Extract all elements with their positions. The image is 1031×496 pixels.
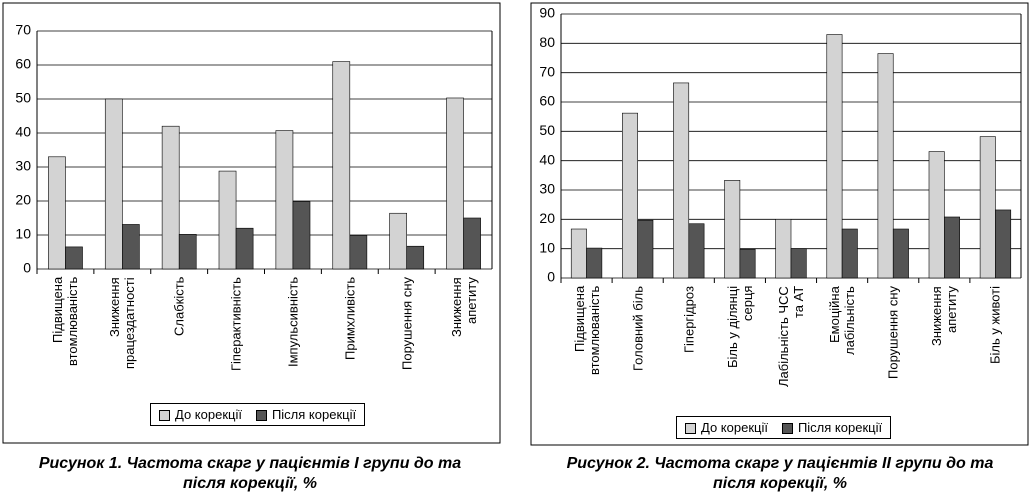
y-tick-label: 30: [539, 181, 555, 197]
chart-title: Рисунок 1. Частота скарг у пацієнтів I г…: [38, 455, 462, 492]
y-tick-label: 70: [15, 22, 31, 38]
y-tick-label: 40: [539, 151, 555, 167]
y-tick-label: 70: [539, 63, 555, 79]
legend-label: Після корекції: [271, 407, 357, 422]
legend-item: До корекції: [159, 407, 242, 422]
x-tick-label: Біль у ділянці серця: [724, 286, 755, 369]
bar: [48, 156, 66, 270]
x-tick-label: Зниження апетиту: [448, 277, 479, 337]
legend-label: Після корекції: [797, 420, 883, 435]
bar: [178, 234, 197, 270]
bar: [688, 223, 705, 279]
legend: До корекції Після корекції: [150, 403, 366, 426]
legend-label: До корекції: [701, 420, 768, 435]
y-tick-label: 80: [539, 34, 555, 50]
y-tick-label: 20: [539, 210, 555, 226]
y-tick-label: 40: [15, 124, 31, 140]
x-tick-label: Підвищена втомлюваність: [50, 277, 81, 367]
y-tick-label: 60: [15, 56, 31, 72]
bar: [104, 98, 123, 270]
bar: [122, 224, 140, 270]
legend-item: До корекції: [685, 420, 768, 435]
chart-frame: [530, 2, 1029, 446]
y-tick-label: 10: [15, 226, 31, 242]
bar: [235, 227, 254, 270]
bar: [877, 53, 894, 279]
legend-item: Після корекції: [781, 420, 883, 435]
bar: [841, 228, 858, 279]
bar: [292, 201, 311, 270]
chart-frame: [2, 2, 501, 444]
bar: [944, 216, 960, 279]
x-tick-label: Порушення сну: [399, 277, 415, 371]
legend-swatch: [159, 410, 170, 422]
bar: [570, 228, 587, 279]
bar: [826, 34, 843, 279]
bar: [673, 82, 690, 279]
bar: [218, 170, 237, 270]
x-tick-label: Зниження працездатності: [107, 277, 138, 369]
bar: [622, 112, 638, 279]
legend-swatch: [255, 410, 267, 422]
x-tick-label: Імпульсивність: [285, 277, 301, 368]
x-tick-label: Гіперактивність: [228, 277, 244, 371]
y-tick-label: 50: [15, 90, 31, 106]
y-tick-label: 60: [539, 93, 555, 109]
bar: [275, 130, 294, 270]
y-tick-label: 90: [539, 5, 555, 21]
x-tick-label: Емоційна лабільність: [827, 286, 858, 355]
x-tick-label: Біль у животі: [987, 286, 1003, 365]
bar: [790, 248, 807, 279]
bar: [775, 219, 792, 279]
bar: [995, 209, 1012, 279]
x-tick-label: Примхливість: [342, 277, 358, 361]
x-tick-label: Лабільність ЧСС та АТ: [776, 286, 806, 387]
y-tick-label: 10: [539, 239, 555, 255]
bar: [586, 247, 603, 279]
bar: [892, 228, 909, 279]
legend: До корекції Після корекції: [676, 416, 892, 439]
x-tick-label: Порушення сну: [885, 286, 901, 380]
bar: [928, 151, 945, 279]
x-tick-label: Підвищена втомлюваність: [571, 286, 602, 376]
y-tick-label: 0: [23, 260, 31, 276]
legend-item: Після корекції: [255, 407, 357, 422]
bar: [161, 125, 180, 270]
bar: [463, 217, 481, 270]
legend-swatch: [781, 423, 793, 435]
x-tick-label: Головний біль: [630, 286, 646, 371]
legend-label: До корекції: [175, 407, 242, 422]
x-tick-label: Слабкість: [171, 277, 187, 337]
y-tick-label: 50: [539, 122, 555, 138]
x-tick-label: Зниження апетиту: [929, 286, 960, 346]
bar: [349, 235, 368, 270]
y-tick-label: 0: [547, 269, 555, 285]
bar: [979, 136, 996, 279]
bar: [406, 245, 425, 270]
bar: [739, 248, 756, 279]
bar: [332, 61, 351, 270]
bar: [446, 97, 464, 270]
legend-swatch: [685, 423, 696, 435]
x-tick-label: Гіпергідроз: [681, 286, 697, 353]
y-tick-label: 20: [15, 192, 31, 208]
bar: [724, 180, 741, 279]
y-tick-label: 30: [15, 158, 31, 174]
bar: [65, 246, 83, 270]
bar: [389, 212, 407, 270]
chart-title: Рисунок 2. Частота скарг у пацієнтів II …: [566, 455, 994, 492]
bar: [637, 219, 654, 279]
